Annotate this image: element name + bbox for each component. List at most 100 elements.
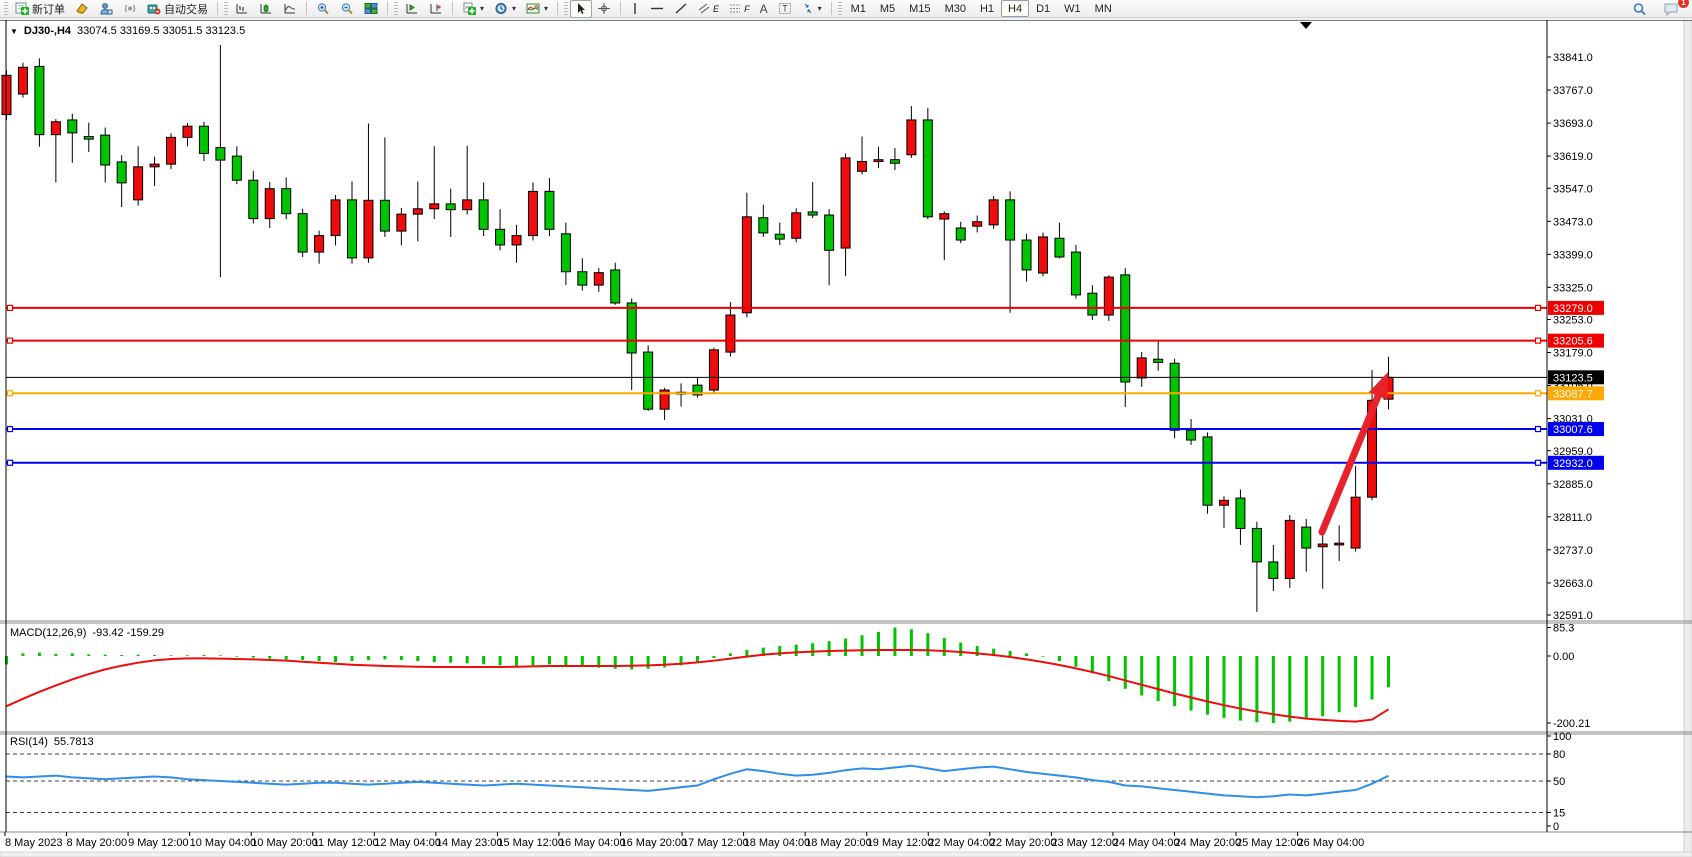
toolbar-grip[interactable] <box>837 2 842 15</box>
svg-text:32663.0: 32663.0 <box>1553 578 1593 590</box>
new-order-label: 新订单 <box>32 3 65 16</box>
timeframe-m15-button[interactable]: M15 <box>909 2 931 15</box>
text-tool-button[interactable]: A <box>755 0 773 18</box>
crosshair-button[interactable] <box>592 0 616 18</box>
svg-text:85.3: 85.3 <box>1553 622 1574 634</box>
zoom-out-button[interactable] <box>335 0 359 18</box>
bar-chart-button[interactable] <box>230 0 254 18</box>
autotrading-button[interactable]: 自动交易 <box>142 0 213 18</box>
timeframe-d1-button[interactable]: D1 <box>1036 2 1051 15</box>
toolbar-grip[interactable] <box>224 2 228 15</box>
fibonacci-button[interactable]: F <box>724 0 755 18</box>
toolbar-separator <box>620 2 622 15</box>
toolbar-separator <box>387 2 388 15</box>
one-click-trading-arrow[interactable]: ▼ <box>10 26 18 36</box>
chart-canvas[interactable]: 33841.0 33767.0 33693.0 33619.0 33547.0 33473… <box>0 19 1692 857</box>
svg-text:-200.21: -200.21 <box>1553 718 1590 730</box>
svg-text:50: 50 <box>1553 776 1565 788</box>
svg-text:24 May 04:00: 24 May 04:00 <box>1113 837 1180 849</box>
vertical-line-icon <box>634 3 636 14</box>
timeframe-h1-button[interactable]: H1 <box>979 2 995 15</box>
rsi-label-row: RSI(14) 55.7813 <box>10 736 94 748</box>
new-order-button[interactable]: 新订单 <box>10 0 70 18</box>
autotrading-label: 自动交易 <box>164 3 208 16</box>
timeframe-m30-button[interactable]: M30 <box>944 2 966 15</box>
autotrading-icon <box>147 4 161 15</box>
svg-text:17 May 12:00: 17 May 12:00 <box>682 837 749 849</box>
horizontal-line-button[interactable] <box>645 0 669 18</box>
svg-text:8 May 20:00: 8 May 20:00 <box>67 837 128 849</box>
macd-label-row: MACD(12,26,9) -93.42 -159.29 <box>10 627 164 639</box>
candle-chart-button[interactable] <box>254 0 278 18</box>
chat-button[interactable]: 1 <box>1658 0 1689 18</box>
channel-letter: E <box>713 3 720 14</box>
svg-text:33123.5: 33123.5 <box>1553 372 1593 384</box>
svg-text:8 May 2023: 8 May 2023 <box>5 837 62 849</box>
auto-scroll-icon <box>430 4 441 14</box>
svg-text:32959.0: 32959.0 <box>1553 446 1593 458</box>
periods-button[interactable]: ▾ <box>489 0 521 18</box>
svg-text:33325.0: 33325.0 <box>1553 282 1593 294</box>
arrows-tool-button[interactable]: ▾ <box>797 0 827 18</box>
market-button[interactable] <box>70 0 94 18</box>
svg-text:16 May 04:00: 16 May 04:00 <box>559 837 626 849</box>
search-icon <box>1633 2 1646 15</box>
line-chart-button[interactable] <box>278 0 302 18</box>
trendline-button[interactable] <box>669 0 693 18</box>
community-person-icon <box>100 3 113 15</box>
chart-title-row: ▼ DJ30-,H4 33074.5 33169.5 33051.5 33123… <box>10 25 245 37</box>
svg-text:10 May 20:00: 10 May 20:00 <box>251 837 318 849</box>
svg-text:16 May 20:00: 16 May 20:00 <box>621 837 688 849</box>
signals-button[interactable] <box>118 0 142 18</box>
toolbar-grip[interactable] <box>394 2 398 15</box>
svg-text:33253.0: 33253.0 <box>1553 315 1593 327</box>
tile-windows-button[interactable] <box>359 0 383 18</box>
templates-dropdown-arrow[interactable]: ▾ <box>544 4 549 13</box>
text-label-button[interactable]: T <box>773 0 797 18</box>
periods-dropdown-arrow[interactable]: ▾ <box>512 4 517 13</box>
line-chart-icon <box>284 4 296 14</box>
equidistant-channel-button[interactable]: E <box>693 0 724 18</box>
svg-text:32885.0: 32885.0 <box>1553 479 1593 491</box>
rsi-value: 55.7813 <box>53 736 94 748</box>
fibonacci-letter: F <box>744 3 750 14</box>
chart-symbol-period: DJ30-,H4 <box>23 25 71 37</box>
arrows-dropdown-arrow[interactable]: ▾ <box>817 4 822 13</box>
community-button[interactable] <box>94 0 118 18</box>
svg-text:25 May 12:00: 25 May 12:00 <box>1236 837 1303 849</box>
svg-text:33007.6: 33007.6 <box>1553 424 1593 436</box>
zoom-in-icon <box>317 3 329 15</box>
timeframe-mn-button[interactable]: MN <box>1094 2 1112 15</box>
timeframe-m5-button[interactable]: M5 <box>879 2 896 15</box>
timeframe-m1-button[interactable]: M1 <box>850 2 866 15</box>
new-order-icon <box>15 2 29 15</box>
svg-text:32591.0: 32591.0 <box>1553 610 1593 622</box>
toolbar-separator <box>557 2 559 15</box>
toolbar-grip[interactable] <box>564 2 569 15</box>
search-button[interactable] <box>1627 0 1652 18</box>
text-label-icon: T <box>778 3 791 14</box>
svg-text:0.00: 0.00 <box>1553 651 1574 663</box>
svg-text:33767.0: 33767.0 <box>1553 85 1593 97</box>
svg-text:0: 0 <box>1553 821 1559 833</box>
svg-text:32932.0: 32932.0 <box>1553 458 1593 470</box>
svg-text:33279.0: 33279.0 <box>1553 303 1593 315</box>
text-tool-icon: A <box>759 1 768 16</box>
toolbar-grip[interactable] <box>4 2 8 15</box>
auto-scroll-button[interactable] <box>424 0 448 18</box>
bar-chart-icon <box>236 4 247 14</box>
indicators-dropdown-arrow[interactable]: ▾ <box>480 4 485 13</box>
arrows-tool-icon <box>804 3 811 14</box>
templates-button[interactable]: ▾ <box>521 0 553 18</box>
indicators-button[interactable]: ▾ <box>457 0 489 18</box>
svg-text:32811.0: 32811.0 <box>1553 512 1592 524</box>
timeframe-w1-button[interactable]: W1 <box>1064 2 1081 15</box>
zoom-in-button[interactable] <box>311 0 335 18</box>
chart-shift-button[interactable] <box>400 0 424 18</box>
zoom-out-icon <box>341 3 353 15</box>
vertical-line-button[interactable] <box>625 0 645 18</box>
svg-text:33473.0: 33473.0 <box>1553 216 1593 228</box>
timeframe-h4-button[interactable]: H4 <box>1001 0 1030 17</box>
svg-text:23 May 12:00: 23 May 12:00 <box>1051 837 1118 849</box>
cursor-button[interactable] <box>570 0 593 18</box>
